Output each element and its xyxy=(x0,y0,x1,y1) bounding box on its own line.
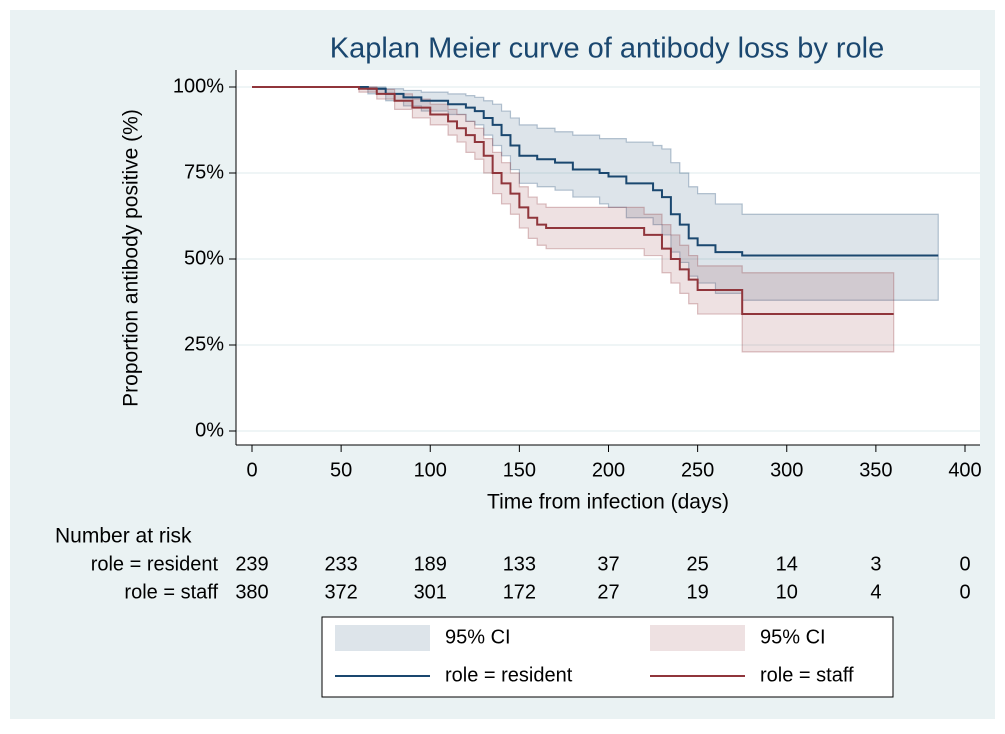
survival-line xyxy=(252,86,894,316)
plot-region xyxy=(236,70,980,445)
risk-table-title: Number at risk xyxy=(55,525,192,548)
risk-count: 37 xyxy=(597,553,619,575)
x-axis-label: Time from infection (days) xyxy=(487,491,729,514)
legend-box xyxy=(321,616,894,698)
x-tick-label: 350 xyxy=(859,459,892,481)
legend-ci-swatch xyxy=(650,625,745,651)
risk-count: 380 xyxy=(235,581,268,603)
ci-band xyxy=(252,86,939,301)
risk-row-label: role = resident xyxy=(91,553,219,575)
chart-title: Kaplan Meier curve of antibody loss by r… xyxy=(330,33,885,65)
risk-count: 3 xyxy=(870,553,881,575)
risk-count: 172 xyxy=(503,581,536,603)
legend-ci-swatch xyxy=(335,625,430,651)
risk-row-label: role = staff xyxy=(124,581,218,603)
ci-band xyxy=(252,86,895,353)
survival-line xyxy=(252,86,939,257)
x-tick-label: 0 xyxy=(246,459,257,481)
y-tick-label: 75% xyxy=(184,161,224,183)
risk-count: 10 xyxy=(776,581,798,603)
risk-count: 14 xyxy=(776,553,798,575)
legend-label: role = resident xyxy=(445,664,573,686)
legend-ci-label: 95% CI xyxy=(760,626,826,648)
risk-count: 189 xyxy=(414,553,447,575)
risk-count: 25 xyxy=(687,553,709,575)
x-tick-label: 100 xyxy=(414,459,447,481)
risk-count: 19 xyxy=(687,581,709,603)
risk-count: 27 xyxy=(597,581,619,603)
y-tick-label: 50% xyxy=(184,247,224,269)
legend-ci-label: 95% CI xyxy=(445,626,511,648)
x-tick-label: 400 xyxy=(948,459,981,481)
risk-count: 233 xyxy=(324,553,357,575)
legend-label: role = staff xyxy=(760,664,854,686)
x-tick-label: 250 xyxy=(681,459,714,481)
x-tick-label: 150 xyxy=(503,459,536,481)
risk-count: 372 xyxy=(324,581,357,603)
y-axis-label: Proportion antibody positive (%) xyxy=(120,109,143,407)
x-tick-label: 50 xyxy=(330,459,352,481)
y-tick-label: 0% xyxy=(195,419,224,441)
risk-count: 4 xyxy=(870,581,881,603)
risk-count: 0 xyxy=(959,553,970,575)
risk-count: 0 xyxy=(959,581,970,603)
y-tick-label: 25% xyxy=(184,333,224,355)
y-tick-label: 100% xyxy=(173,75,224,97)
risk-count: 239 xyxy=(235,553,268,575)
x-tick-label: 200 xyxy=(592,459,625,481)
risk-count: 133 xyxy=(503,553,536,575)
risk-count: 301 xyxy=(414,581,447,603)
x-tick-label: 300 xyxy=(770,459,803,481)
